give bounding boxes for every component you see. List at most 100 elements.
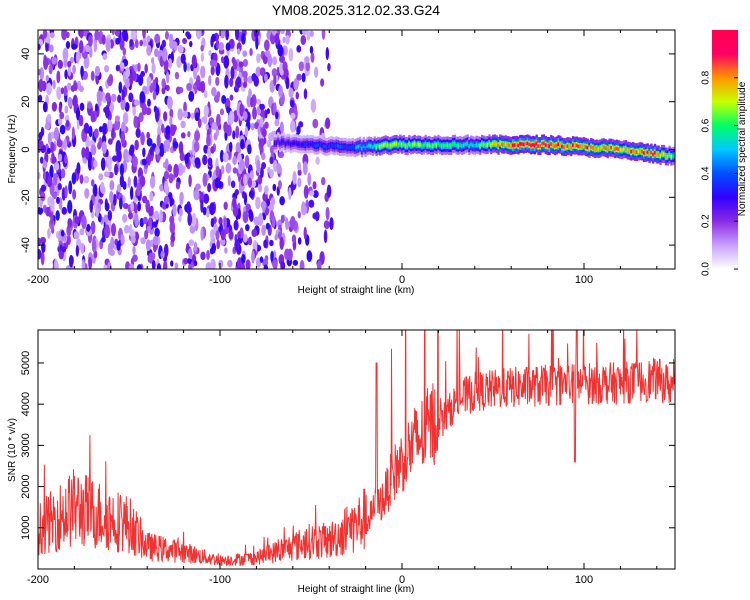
spectrogram-cell <box>224 74 229 89</box>
spectrogram-cell <box>306 30 311 41</box>
spectrogram-cell <box>109 190 114 204</box>
spectrogram-cell <box>161 47 168 62</box>
spectrogram-cell <box>83 122 90 134</box>
spectrogram-cell <box>132 156 138 168</box>
spectrogram-cell <box>104 224 110 239</box>
spectrogram-cell <box>522 142 526 147</box>
spectrogram-cell <box>203 90 208 99</box>
spectrogram-cell <box>342 145 345 149</box>
spectrogram-cell <box>42 170 47 181</box>
spectrogram-cell <box>510 144 513 148</box>
spectrogram-cell <box>56 139 63 148</box>
spectrogram-cell <box>157 125 162 137</box>
spectrogram-cell <box>612 146 615 150</box>
spectrogram-cell <box>138 112 144 123</box>
spectrogram-cell <box>249 170 254 180</box>
spectrogram-cell <box>134 203 138 216</box>
spectrogram-cell <box>220 56 225 64</box>
snr-panel: -200 -100 0 100 1000 2000 3000 4000 5000 Height … <box>7 329 676 595</box>
spectrogram-cell <box>223 201 228 210</box>
spectrogram-cell <box>55 210 60 221</box>
spectrogram-cell <box>296 73 302 81</box>
spectrogram-cell <box>292 259 299 266</box>
spectrogram-cell <box>65 265 71 269</box>
spectrogram-cell <box>179 207 183 217</box>
spectrogram-cell <box>67 96 73 108</box>
spectrogram-cell <box>263 73 268 82</box>
spectrogram-cell <box>151 62 156 74</box>
spectrogram-cell <box>223 217 228 229</box>
spectrogram-cell <box>212 169 217 181</box>
spectrogram-cell <box>72 64 76 75</box>
spectrogram-cell <box>466 141 469 146</box>
spectrogram-cell <box>419 142 422 147</box>
spectrogram-cell <box>139 39 143 47</box>
spectrogram-cell <box>250 122 255 131</box>
spectrogram-cell <box>530 143 533 148</box>
colorbar-tick-label: 0.4 <box>701 166 712 180</box>
spectrogram-cell <box>278 180 282 190</box>
spectrogram-cell <box>264 50 271 57</box>
spectrogram-cell <box>644 151 648 155</box>
spectrogram-cell <box>639 149 642 153</box>
spectrogram-cell <box>613 147 617 152</box>
spectrogram-cell <box>309 142 313 146</box>
spectrogram-cell <box>379 144 382 149</box>
spectrogram-cell <box>315 143 318 148</box>
spectrogram-cell <box>531 143 535 147</box>
spectrogram-cell <box>495 142 498 147</box>
spectrogram-cell <box>55 196 60 204</box>
spectrogram-cell <box>397 143 400 147</box>
spectrogram-cell <box>490 143 493 147</box>
spectrogram-cell <box>234 30 240 41</box>
spectrogram-cell <box>149 175 156 189</box>
spectrogram-cell <box>137 74 144 86</box>
spectrogram-cell <box>433 142 436 147</box>
spectrogram-cell <box>400 142 404 147</box>
spectrogram-cell <box>245 259 251 269</box>
spectrogram-cell <box>295 91 299 100</box>
spectrogram-cell <box>269 239 274 247</box>
spectrogram-cell <box>422 143 426 148</box>
spectrogram-cell <box>276 163 282 174</box>
spectrogram-cell <box>191 155 195 166</box>
spectrogram-cell <box>76 162 81 175</box>
spectrogram-cell <box>103 214 109 223</box>
spectrogram-cell <box>232 167 238 174</box>
spectrogram-cell <box>57 59 64 69</box>
spectrogram-cell <box>239 103 244 117</box>
spectrogram-cell <box>245 224 250 232</box>
spectrogram-cell <box>179 191 184 203</box>
spectrogram-cell <box>179 152 186 162</box>
spectrogram-cell <box>189 225 196 234</box>
spectrogram-cell <box>38 78 44 93</box>
spectrogram-cell <box>95 207 100 218</box>
spectrogram-cell <box>298 121 304 128</box>
spectrogram-cell <box>297 177 302 188</box>
colorbar-label: Normalized spectral amplitude <box>737 81 748 216</box>
spectrogram-cell <box>329 143 333 147</box>
spectrogram-cell <box>202 154 208 166</box>
spectrogram-cell <box>120 130 126 145</box>
spectrogram-cell <box>68 254 74 268</box>
spectrogram-cell <box>491 141 495 146</box>
spectrogram-cell <box>537 144 540 148</box>
spectrogram-cell <box>364 146 367 150</box>
spectrogram-cell <box>608 145 611 150</box>
spectrogram-cell <box>315 156 320 165</box>
spectrogram-cell <box>632 149 635 153</box>
spectrogram-cell <box>451 142 455 146</box>
spectrogram-cell <box>147 98 151 107</box>
spectrogram-xtick-label: 100 <box>575 274 593 286</box>
spectrogram-cell <box>232 196 237 209</box>
spectrogram-cell <box>168 173 174 184</box>
spectrogram-cell <box>562 145 566 150</box>
spectrogram-cell <box>320 78 325 87</box>
spectrogram-cell <box>360 146 364 151</box>
spectrogram-cell <box>406 144 409 148</box>
spectrogram-cell <box>460 144 464 148</box>
spectrogram-cell <box>499 141 502 146</box>
spectrogram-cell <box>235 142 241 155</box>
spectrogram-cell <box>64 69 68 80</box>
spectrogram-cell <box>186 62 191 72</box>
